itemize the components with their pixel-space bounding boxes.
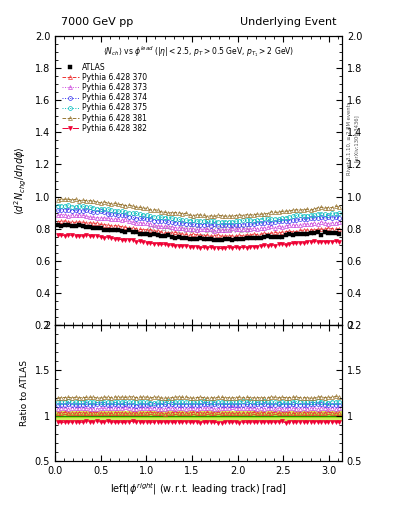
Pythia 6.428 374 — [244, 221, 249, 227]
Pythia 6.428 373 — [244, 226, 249, 232]
Pythia 6.428 382 — [55, 232, 60, 238]
Pythia 6.428 374 — [233, 222, 238, 228]
Pythia 6.428 375 — [233, 218, 238, 224]
Pythia 6.428 370 — [184, 231, 188, 238]
Pythia 6.428 373 — [55, 212, 60, 219]
Pythia 6.428 374 — [230, 222, 235, 228]
Pythia 6.428 382 — [230, 245, 235, 251]
Pythia 6.428 375 — [55, 203, 60, 209]
Bar — [55, 414, 342, 417]
Pythia 6.428 382 — [241, 244, 245, 250]
Pythia 6.428 373 — [312, 220, 317, 226]
Pythia 6.428 382 — [226, 244, 231, 250]
Pythia 6.428 375 — [337, 210, 342, 217]
Pythia 6.428 375 — [255, 217, 260, 223]
Pythia 6.428 375 — [230, 219, 235, 225]
Pythia 6.428 373 — [337, 219, 342, 225]
Pythia 6.428 374 — [337, 215, 342, 221]
Line: Pythia 6.428 375: Pythia 6.428 375 — [56, 203, 341, 224]
Pythia 6.428 373 — [233, 226, 238, 232]
Pythia 6.428 373 — [212, 227, 217, 233]
Pythia 6.428 370 — [230, 233, 235, 239]
ATLAS — [312, 230, 317, 237]
Line: Pythia 6.428 381: Pythia 6.428 381 — [56, 197, 341, 219]
Pythia 6.428 374 — [312, 215, 317, 221]
Pythia 6.428 370 — [244, 232, 249, 238]
Y-axis label: $\langle d^2 N_{chg}/d\eta d\phi \rangle$: $\langle d^2 N_{chg}/d\eta d\phi \rangle… — [13, 146, 29, 215]
ATLAS — [184, 235, 188, 241]
Pythia 6.428 373 — [184, 226, 188, 232]
Pythia 6.428 373 — [62, 211, 67, 218]
Text: 7000 GeV pp: 7000 GeV pp — [61, 17, 133, 27]
Pythia 6.428 374 — [184, 221, 188, 227]
Pythia 6.428 381 — [337, 204, 342, 210]
Pythia 6.428 381 — [184, 210, 188, 217]
Pythia 6.428 381 — [244, 211, 249, 218]
Pythia 6.428 370 — [209, 233, 213, 240]
Pythia 6.428 374 — [255, 220, 260, 226]
Legend: ATLAS, Pythia 6.428 370, Pythia 6.428 373, Pythia 6.428 374, Pythia 6.428 375, P: ATLAS, Pythia 6.428 370, Pythia 6.428 37… — [62, 63, 147, 133]
Pythia 6.428 381 — [312, 206, 317, 212]
Text: Underlying Event: Underlying Event — [240, 17, 336, 27]
ATLAS — [230, 237, 235, 243]
ATLAS — [66, 222, 71, 228]
Bar — [55, 411, 342, 420]
ATLAS — [55, 222, 60, 228]
Pythia 6.428 375 — [244, 217, 249, 223]
Pythia 6.428 375 — [66, 202, 71, 208]
Line: Pythia 6.428 370: Pythia 6.428 370 — [56, 219, 341, 239]
X-axis label: left$|\phi^{right}|$ (w.r.t. leading track) [rad]: left$|\phi^{right}|$ (w.r.t. leading tra… — [110, 481, 287, 497]
Pythia 6.428 370 — [255, 231, 260, 238]
Pythia 6.428 381 — [255, 211, 260, 217]
Pythia 6.428 375 — [226, 219, 231, 225]
Pythia 6.428 381 — [205, 214, 210, 220]
Pythia 6.428 373 — [255, 226, 260, 232]
Pythia 6.428 374 — [66, 206, 71, 212]
Pythia 6.428 382 — [309, 239, 313, 245]
Pythia 6.428 370 — [62, 218, 67, 224]
Pythia 6.428 374 — [216, 223, 220, 229]
Pythia 6.428 382 — [337, 239, 342, 245]
Text: [arXiv:1306.3436]: [arXiv:1306.3436] — [354, 114, 359, 162]
ATLAS — [226, 236, 231, 242]
Pythia 6.428 381 — [62, 196, 67, 202]
Line: Pythia 6.428 373: Pythia 6.428 373 — [56, 212, 341, 232]
Pythia 6.428 370 — [312, 227, 317, 233]
Pythia 6.428 382 — [216, 245, 220, 251]
Pythia 6.428 382 — [251, 243, 256, 249]
Pythia 6.428 370 — [233, 233, 238, 240]
Pythia 6.428 373 — [230, 225, 235, 231]
ATLAS — [337, 231, 342, 237]
Y-axis label: Ratio to ATLAS: Ratio to ATLAS — [20, 360, 29, 426]
Pythia 6.428 370 — [55, 219, 60, 225]
Text: Rivet 3.1.10, ≥ 2.8M events: Rivet 3.1.10, ≥ 2.8M events — [347, 101, 352, 175]
ATLAS — [233, 236, 238, 242]
Line: Pythia 6.428 374: Pythia 6.428 374 — [56, 207, 341, 228]
Pythia 6.428 381 — [230, 213, 235, 219]
ATLAS — [255, 236, 260, 242]
Pythia 6.428 382 — [180, 243, 185, 249]
Pythia 6.428 375 — [312, 212, 317, 219]
Pythia 6.428 370 — [337, 225, 342, 231]
Pythia 6.428 375 — [184, 217, 188, 223]
Line: Pythia 6.428 382: Pythia 6.428 382 — [56, 233, 341, 250]
Pythia 6.428 381 — [55, 197, 60, 203]
Pythia 6.428 381 — [233, 212, 238, 219]
Text: $\langle N_{ch}\rangle$ vs $\phi^{lead}$ ($|\eta|<2.5$, $p_T>0.5$ GeV, $p_{T_1}>: $\langle N_{ch}\rangle$ vs $\phi^{lead}$… — [103, 45, 294, 59]
Text: ATLAS_2010_S8894728: ATLAS_2010_S8894728 — [145, 225, 252, 234]
Line: ATLAS: ATLAS — [56, 223, 341, 242]
ATLAS — [244, 235, 249, 241]
Pythia 6.428 374 — [55, 207, 60, 213]
